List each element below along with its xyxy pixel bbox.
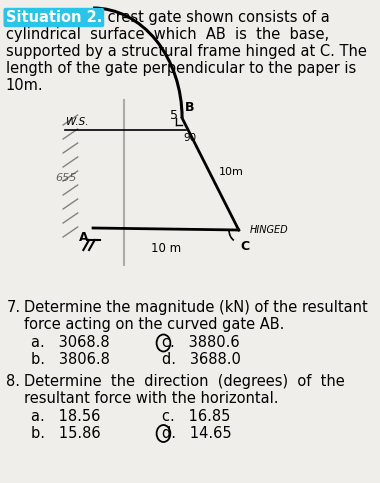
Text: 8.: 8. (6, 374, 21, 389)
Text: W.S.: W.S. (66, 117, 89, 127)
Text: A: A (79, 231, 89, 244)
Text: b.   3806.8: b. 3806.8 (31, 352, 109, 367)
Text: resultant force with the horizontal.: resultant force with the horizontal. (24, 390, 279, 406)
Text: c.   3880.6: c. 3880.6 (162, 335, 239, 350)
Text: C: C (240, 240, 249, 253)
Text: 90: 90 (184, 133, 197, 143)
Text: force acting on the curved gate AB.: force acting on the curved gate AB. (24, 316, 285, 331)
Text: Determine the magnitude (kN) of the resultant: Determine the magnitude (kN) of the resu… (24, 300, 368, 315)
Text: c.   16.85: c. 16.85 (162, 409, 230, 424)
Text: 10 m: 10 m (151, 242, 181, 255)
Text: b.   15.86: b. 15.86 (31, 426, 100, 440)
Text: d.   3688.0: d. 3688.0 (162, 352, 241, 367)
Text: a.   18.56: a. 18.56 (31, 409, 100, 424)
Text: The crest gate shown consists of a: The crest gate shown consists of a (71, 10, 330, 25)
Text: HINGED: HINGED (250, 225, 289, 235)
Text: 655: 655 (55, 173, 76, 183)
Text: B: B (185, 101, 194, 114)
Text: supported by a structural frame hinged at C. The: supported by a structural frame hinged a… (6, 44, 367, 59)
Text: 7.: 7. (6, 300, 21, 315)
Text: 10m.: 10m. (6, 78, 43, 93)
Text: Determine  the  direction  (degrees)  of  the: Determine the direction (degrees) of the (24, 374, 345, 389)
Text: 10m: 10m (218, 167, 243, 177)
Text: a.   3068.8: a. 3068.8 (31, 335, 109, 350)
Text: cylindrical  surface  which  AB  is  the  base,: cylindrical surface which AB is the base… (6, 27, 329, 42)
Text: Situation 2.: Situation 2. (6, 10, 102, 25)
Text: length of the gate perpendicular to the paper is: length of the gate perpendicular to the … (6, 61, 356, 76)
Text: d.   14.65: d. 14.65 (162, 426, 231, 440)
Text: 5: 5 (170, 109, 178, 122)
